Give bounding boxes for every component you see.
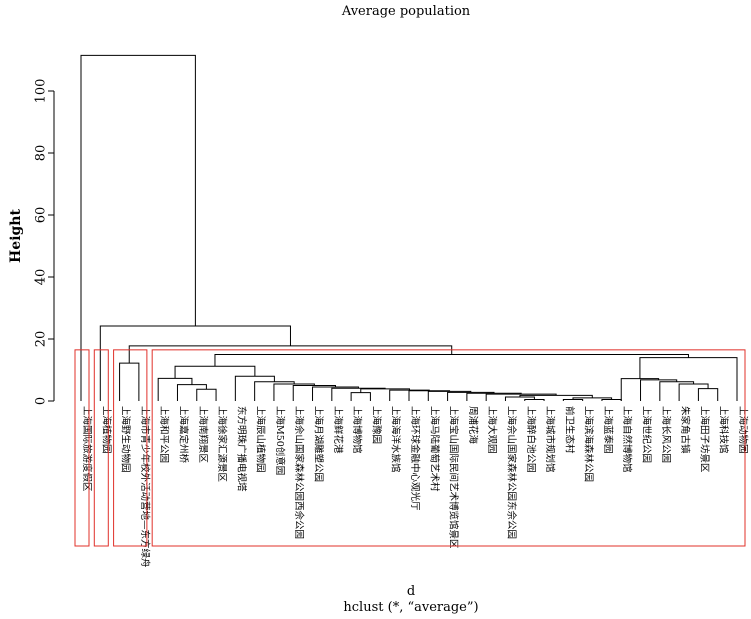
y-tick-label: 80 xyxy=(34,145,49,162)
leaf-label: 上海滨海森林公园 xyxy=(583,406,595,482)
dendrogram-branch xyxy=(408,390,451,401)
leaf-label: 上海动物园 xyxy=(737,406,749,454)
x-axis-title: d xyxy=(407,584,415,599)
leaf-label: 上海科技馆 xyxy=(718,406,730,454)
leaf-label: 上海豫园 xyxy=(370,406,382,444)
leaf-label: 上海南翔景区 xyxy=(197,406,209,464)
y-axis-title: Height xyxy=(8,209,24,263)
dendrogram-branch xyxy=(562,398,584,401)
leaf-label: 上海海洋水族馆 xyxy=(390,406,402,473)
leaf-label: 周浦花海 xyxy=(467,406,479,445)
dendrogram-branch xyxy=(678,383,709,401)
dendrogram-branch xyxy=(292,385,337,401)
leaf-label: 上海辰山植物园 xyxy=(255,406,267,473)
dendrogram-branch xyxy=(360,388,410,393)
leaf-label: 上海嘉定州桥 xyxy=(177,406,189,464)
cluster-rect xyxy=(74,349,90,547)
leaf-label: 上海自然博物馆 xyxy=(621,406,633,473)
dendrogram-branch xyxy=(214,354,689,367)
leaf-label: 上海鲜花港 xyxy=(332,406,344,454)
leaf-label: 上海长风公园 xyxy=(660,406,672,463)
dendrogram-branch xyxy=(659,381,695,401)
dendrogram-branch xyxy=(350,392,371,401)
chart-title: Average population xyxy=(341,4,471,19)
dendrogram-tree xyxy=(80,54,738,401)
dendrogram-branch xyxy=(639,357,738,401)
y-tick-label: 20 xyxy=(34,331,49,348)
y-axis: 0 20 40 60 80 100 xyxy=(34,79,55,405)
leaf-label: 上海环球金融中心观光厅 xyxy=(409,406,421,511)
cluster-rectangles xyxy=(74,349,746,547)
leaf-label: 东方明珠广播电视塔 xyxy=(235,406,247,492)
y-tick-label: 40 xyxy=(34,269,49,286)
dendrogram-branch xyxy=(80,54,196,401)
leaf-label: 上海佘山国家森林公园东佘公园 xyxy=(505,406,517,539)
leaf-label: 上海蓝泰园 xyxy=(602,406,614,454)
leaf-label: 上海M50创意园 xyxy=(274,406,286,475)
leaf-label: 上海博物馆 xyxy=(351,406,363,454)
dendrogram-branch xyxy=(196,388,217,401)
leaf-label: 朱家角古镇 xyxy=(679,406,691,454)
y-tick-label: 0 xyxy=(34,397,49,405)
cluster-rect xyxy=(151,349,746,547)
leaf-label: 上海徐家汇源景区 xyxy=(216,406,228,483)
cluster-rect xyxy=(93,349,109,547)
leaf-label: 上海国际旅游度假区 xyxy=(81,406,93,492)
chart-subtitle: hclust (*, “average”) xyxy=(343,600,478,615)
leaf-label: 上海植物园 xyxy=(100,406,112,454)
leaf-label: 上海城市规划馆 xyxy=(544,406,556,473)
leaf-label: 上海野生动物园 xyxy=(120,406,132,473)
leaf-label: 上海田子坊景区 xyxy=(698,406,710,473)
leaf-label: 前卫生态村 xyxy=(563,406,575,454)
dendrogram-branch xyxy=(640,379,678,401)
leaf-labels: 上海国际旅游度假区 上海植物园 上海野生动物园 上海市青少年校外活动营地—东方绿舟 上海… xyxy=(81,406,749,568)
dendrogram-branch xyxy=(273,383,315,401)
leaf-label: 上海宝山国际民间艺术博览馆景区 xyxy=(448,406,460,549)
dendrogram-branch xyxy=(119,362,140,401)
leaf-label: 上海佘山国家森林公园西佘公园 xyxy=(293,406,305,539)
dendrogram-branch xyxy=(697,388,719,401)
leaf-label: 上海大观园 xyxy=(486,406,498,454)
leaf-label: 上海月湖雕塑公园 xyxy=(313,406,325,482)
leaf-label: 上海市青少年校外活动营地—东方绿舟 xyxy=(139,406,151,568)
cluster-rect xyxy=(113,349,148,547)
dendrogram-branch xyxy=(427,390,472,401)
y-tick-label: 100 xyxy=(34,79,49,104)
dendrogram-branch xyxy=(601,398,622,401)
leaf-label: 上海和平公园 xyxy=(158,406,170,463)
leaf-label: 上海醉白池公园 xyxy=(525,406,537,473)
dendrogram-branch xyxy=(331,387,386,401)
leaf-label: 上海马陆葡萄艺术村 xyxy=(428,406,440,492)
dendrogram-branch xyxy=(620,378,660,401)
dendrogram-branch xyxy=(157,377,193,401)
leaf-label: 上海世纪公园 xyxy=(641,406,653,463)
dendrogram-branch xyxy=(176,384,207,401)
dendrogram-branch xyxy=(524,398,545,401)
y-tick-label: 60 xyxy=(34,207,49,224)
